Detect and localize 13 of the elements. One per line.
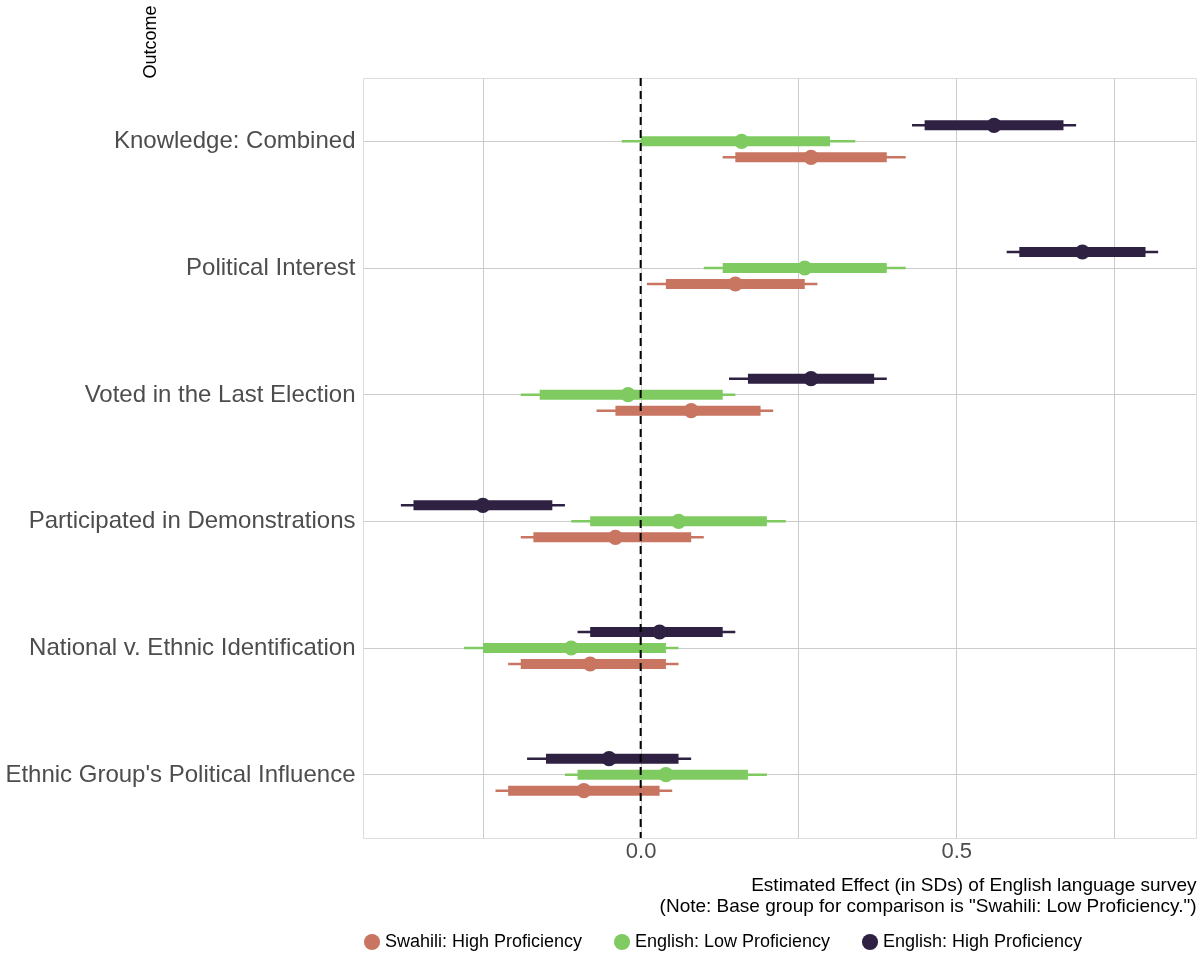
y-tick-label: Knowledge: Combined	[114, 126, 356, 154]
x-tick-label: 0.5	[941, 837, 972, 863]
y-tick-label: Voted in the Last Election	[84, 379, 356, 407]
x-tick-label: 0.0	[625, 837, 657, 863]
legend-label: Swahili: High Proficiency	[385, 931, 583, 951]
y-axis-title: Outcome	[139, 5, 160, 79]
y-tick-label: Participated in Demonstrations	[28, 506, 356, 534]
legend-label: English: Low Proficiency	[635, 931, 831, 951]
y-tick-label: Political Interest	[186, 253, 356, 280]
y-tick-label: Ethnic Group's Political Influence	[5, 759, 356, 787]
y-tick-label: National v. Ethnic Identification	[29, 633, 356, 660]
x-axis-title: Estimated Effect (in SDs) of English language survey (Note: Base group for comparison is "Swahili: Low Proficiency.")	[659, 873, 1197, 916]
legend-label: English: High Proficiency	[883, 931, 1083, 951]
